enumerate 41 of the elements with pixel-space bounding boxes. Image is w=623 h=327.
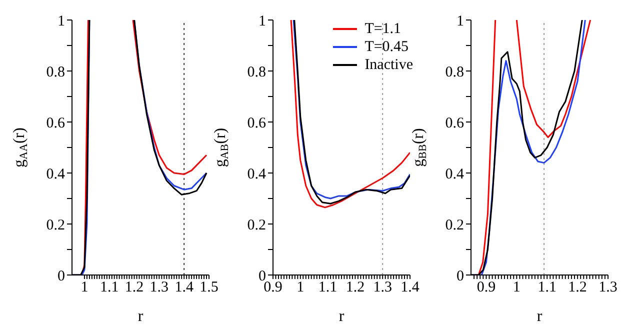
x-tick-label: 1	[296, 280, 304, 296]
y-tick-label: 0.4	[247, 166, 266, 182]
legend-label: T=1.1	[364, 20, 402, 38]
legend-label: Inactive	[364, 56, 413, 74]
x-tick-label: 1.2	[568, 280, 587, 296]
y-tick-label: 0.6	[46, 115, 66, 132]
y-tick-label: 0.2	[445, 217, 464, 234]
x-tick-label: 0.9	[476, 280, 496, 296]
y-tick-label: 0.6	[247, 115, 266, 132]
y-tick-label: 1	[58, 13, 65, 30]
x-tick-label: 1.3	[150, 280, 169, 296]
x-tick-label: 1.3	[373, 280, 392, 296]
y-tick-label: 0	[58, 268, 65, 284]
y-tick-label: 0	[456, 268, 464, 284]
y-tick-label: 0.8	[46, 64, 65, 80]
x-axis-title: r	[536, 308, 543, 325]
x-tick-label: 1.3	[598, 280, 618, 296]
x-tick-label: 1.2	[346, 280, 365, 296]
x-tick-label: 1.1	[538, 280, 556, 296]
x-tick-label: 1.5	[200, 280, 218, 296]
y-tick-label: 0.6	[445, 115, 464, 132]
y-tick-label: 0.2	[46, 217, 65, 234]
x-tick-label: 1.2	[124, 280, 144, 296]
y-tick-label: 0.8	[445, 64, 464, 80]
x-axis-title: r	[338, 308, 345, 325]
y-tick-label: 1	[456, 13, 464, 30]
y-tick-label: 0	[258, 268, 266, 284]
x-tick-label: 1.1	[318, 280, 338, 296]
x-tick-label: 1.1	[100, 280, 119, 296]
y-tick-label: 1	[258, 13, 266, 30]
x-tick-label: 1.4	[400, 280, 420, 296]
legend-label: T=0.45	[364, 38, 409, 56]
y-tick-label: 0.2	[247, 217, 266, 234]
x-tick-label: 1.4	[174, 280, 194, 296]
y-tick-label: 0.4	[445, 166, 464, 182]
x-tick-label: 1	[512, 280, 520, 296]
x-tick-label: 0.9	[264, 280, 282, 296]
x-axis-title: r	[138, 308, 144, 325]
y-tick-label: 0.4	[46, 166, 66, 182]
y-tick-label: 0.8	[247, 64, 266, 80]
x-tick-label: 1	[80, 280, 88, 296]
